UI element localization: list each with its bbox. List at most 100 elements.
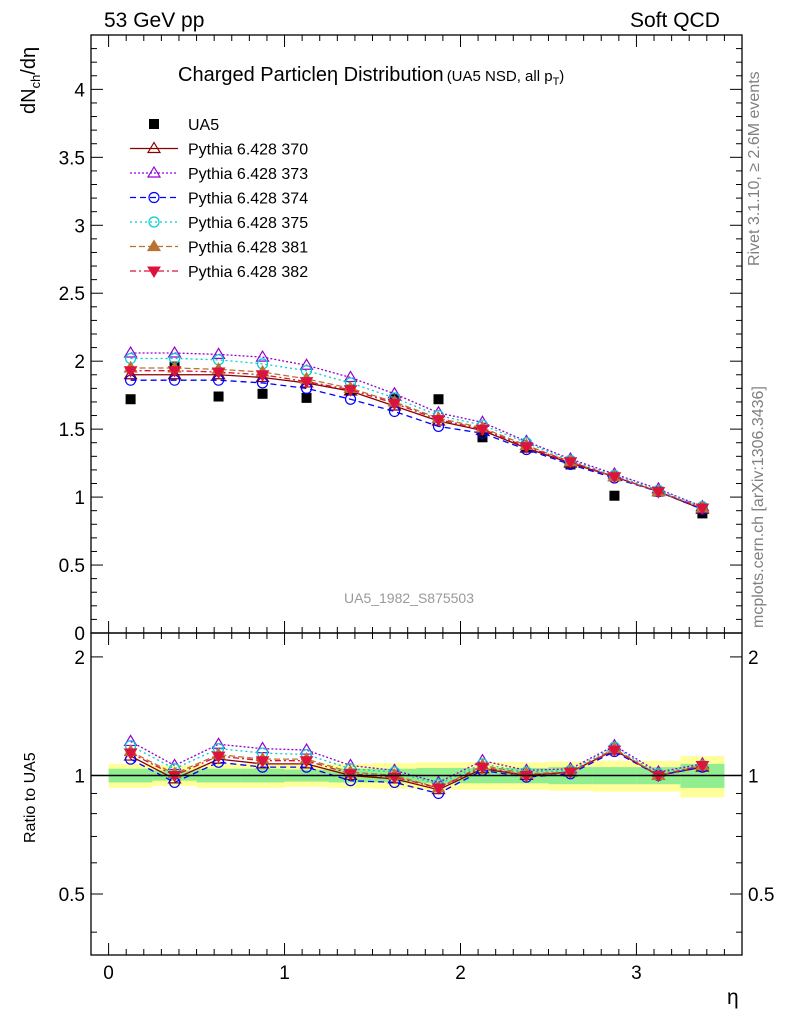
data-point bbox=[167, 367, 182, 380]
ratio-point bbox=[255, 756, 270, 768]
data-point bbox=[431, 415, 446, 427]
x-tick-label: 2 bbox=[455, 963, 466, 984]
ratio-line bbox=[130, 745, 703, 785]
legend-marker bbox=[146, 165, 162, 178]
ratio-point bbox=[431, 783, 446, 795]
x-axis-label: η bbox=[727, 986, 739, 1009]
series-line bbox=[130, 370, 703, 509]
ratio-point bbox=[167, 770, 182, 783]
legend-label: Pythia 6.428 381 bbox=[188, 240, 308, 257]
data-point bbox=[299, 358, 314, 370]
ratio-point bbox=[123, 748, 138, 761]
y-axis-label-text: dN bbox=[18, 88, 40, 114]
data-point bbox=[477, 432, 488, 443]
series-line bbox=[130, 367, 703, 509]
chart-title-note-end: ) bbox=[559, 68, 565, 85]
ratio-y-tick-label-right: 0.5 bbox=[748, 885, 774, 906]
data-point bbox=[433, 394, 444, 405]
legend-item: Pythia 6.428 382 bbox=[130, 264, 308, 281]
legend-label: UA5 bbox=[188, 117, 219, 134]
header-right: Soft QCD bbox=[630, 9, 720, 32]
legend-label: Pythia 6.428 373 bbox=[188, 166, 308, 183]
x-tick-label: 0 bbox=[103, 963, 114, 984]
ratio-point bbox=[211, 751, 226, 764]
ratio-point bbox=[475, 762, 490, 775]
rivet-label: Rivet 3.1.10, ≥ 2.6M events bbox=[746, 71, 763, 266]
header-left: 53 GeV pp bbox=[104, 9, 205, 32]
series-pythia-6-428-374 bbox=[124, 374, 709, 515]
main-curves bbox=[123, 345, 710, 519]
legend: UA5 Pythia 6.428 370 Pythia 6.428 373 Pythi… bbox=[130, 117, 308, 281]
data-point bbox=[607, 472, 622, 484]
series-pythia-6-428-382 bbox=[123, 366, 710, 515]
y-tick-label: 2.5 bbox=[59, 284, 85, 305]
data-point bbox=[301, 392, 312, 403]
legend-marker bbox=[148, 191, 160, 204]
data-point bbox=[167, 345, 182, 358]
ratio-point bbox=[563, 767, 578, 780]
legend-item: Pythia 6.428 374 bbox=[130, 191, 308, 208]
data-point bbox=[255, 349, 270, 362]
ratio-point bbox=[607, 745, 622, 758]
ratio-point bbox=[299, 756, 314, 768]
y-tick-label: 0 bbox=[74, 624, 85, 645]
ratio-y-tick-label: 2 bbox=[74, 648, 85, 669]
y-tick-label: 2 bbox=[74, 352, 85, 373]
ratio-point bbox=[695, 760, 710, 773]
y-axis-label-end: /dη bbox=[18, 46, 40, 75]
legend-label: Pythia 6.428 370 bbox=[188, 142, 308, 159]
chart-title-text: Charged Particleη Distribution bbox=[178, 64, 444, 86]
x-tick-label: 3 bbox=[631, 963, 642, 984]
series-pythia-6-428-373 bbox=[123, 345, 710, 512]
legend-marker bbox=[147, 266, 161, 278]
series-ua5 bbox=[125, 361, 708, 519]
data-point bbox=[257, 388, 268, 399]
y-tick-label: 4 bbox=[74, 80, 85, 101]
data-point bbox=[255, 370, 270, 382]
data-point bbox=[167, 366, 182, 378]
ratio-point bbox=[519, 770, 534, 783]
series-line bbox=[130, 379, 703, 510]
y-axis-label-main: dNch/dη bbox=[18, 47, 43, 114]
series-pythia-6-428-381 bbox=[123, 360, 710, 513]
legend-label: Pythia 6.428 382 bbox=[188, 264, 308, 281]
data-point bbox=[299, 377, 314, 389]
ratio-line bbox=[130, 749, 703, 789]
analysis-watermark: UA5_1982_S875503 bbox=[344, 590, 475, 606]
data-point bbox=[475, 424, 490, 437]
data-point bbox=[563, 457, 578, 469]
data-point bbox=[123, 367, 138, 380]
series-line bbox=[130, 357, 703, 508]
y-tick-label: 1 bbox=[74, 488, 85, 509]
ratio-frame bbox=[90, 632, 743, 956]
data-point bbox=[211, 367, 226, 380]
data-point bbox=[387, 398, 402, 411]
y-tick-label: 0.5 bbox=[59, 556, 85, 577]
data-point bbox=[213, 391, 224, 402]
axes: 0 0.5 1 1.5 2 2.5 3 3.5 4 0.5 0.5 1 1 2 2 0 1 2 3 bbox=[59, 34, 774, 984]
ratio-line bbox=[130, 740, 703, 784]
data-point bbox=[695, 503, 710, 515]
data-point bbox=[123, 345, 138, 358]
series-pythia-6-428-370 bbox=[123, 367, 710, 514]
ratio-point bbox=[651, 770, 666, 783]
legend-item: UA5 bbox=[149, 117, 219, 134]
data-point bbox=[519, 442, 534, 454]
chart-title-note: (UA5 NSD, all p bbox=[446, 68, 553, 85]
y-tick-label: 3.5 bbox=[59, 148, 85, 169]
legend-item: Pythia 6.428 370 bbox=[130, 141, 308, 159]
y-tick-label: 3 bbox=[74, 216, 85, 237]
ratio-y-tick-label: 0.5 bbox=[59, 885, 85, 906]
data-point bbox=[211, 347, 226, 359]
ratio-y-tick-label: 1 bbox=[74, 766, 85, 787]
data-point bbox=[123, 366, 138, 378]
data-point bbox=[651, 487, 666, 499]
legend-label: Pythia 6.428 375 bbox=[188, 215, 308, 232]
ratio-line bbox=[130, 747, 703, 789]
legend-item: Pythia 6.428 373 bbox=[130, 165, 308, 183]
legend-marker bbox=[146, 239, 162, 252]
data-point bbox=[343, 385, 358, 397]
chart-title: Charged Particleη Distribution (UA5 NSD, … bbox=[178, 64, 564, 88]
legend-marker bbox=[149, 119, 159, 129]
